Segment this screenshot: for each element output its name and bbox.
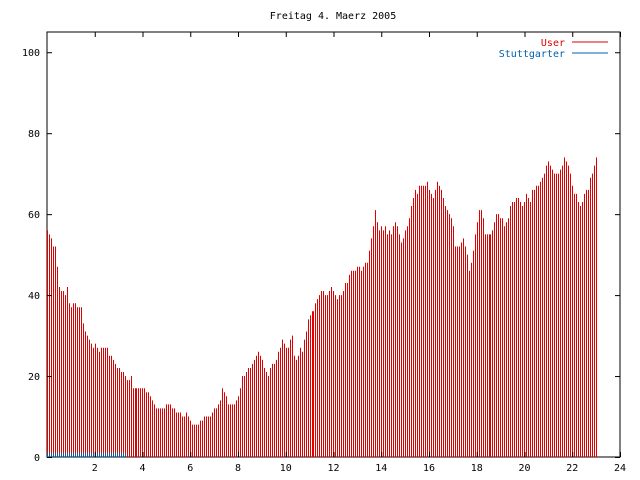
y-tick-label: 0: [34, 453, 40, 464]
x-tick-label: 2: [92, 463, 98, 474]
legend-label-stuttgarter: Stuttgarter: [499, 49, 565, 60]
x-tick-label: 8: [235, 463, 241, 474]
x-tick-label: 10: [280, 463, 292, 474]
x-tick-label: 18: [471, 463, 483, 474]
x-tick-label: 14: [375, 463, 387, 474]
x-tick-label: 6: [187, 463, 193, 474]
y-tick-label: 20: [28, 372, 40, 383]
user-series-bars: [47, 157, 597, 457]
y-tick-label: 40: [28, 291, 40, 302]
x-tick-label: 12: [327, 463, 339, 474]
x-tick-label: 16: [423, 463, 435, 474]
stuttgarter-series-bars: [47, 452, 126, 457]
y-tick-label: 80: [28, 129, 40, 140]
x-tick-label: 22: [566, 463, 578, 474]
x-tick-label: 4: [139, 463, 145, 474]
y-tick-label: 60: [28, 210, 40, 221]
x-tick-label: 20: [518, 463, 530, 474]
legend-label-user: User: [541, 38, 565, 49]
x-tick-label: 24: [614, 463, 626, 474]
chart-title: Freitag 4. Maerz 2005: [270, 11, 396, 22]
legend: User Stuttgarter: [499, 38, 608, 60]
y-tick-label: 100: [22, 48, 40, 59]
